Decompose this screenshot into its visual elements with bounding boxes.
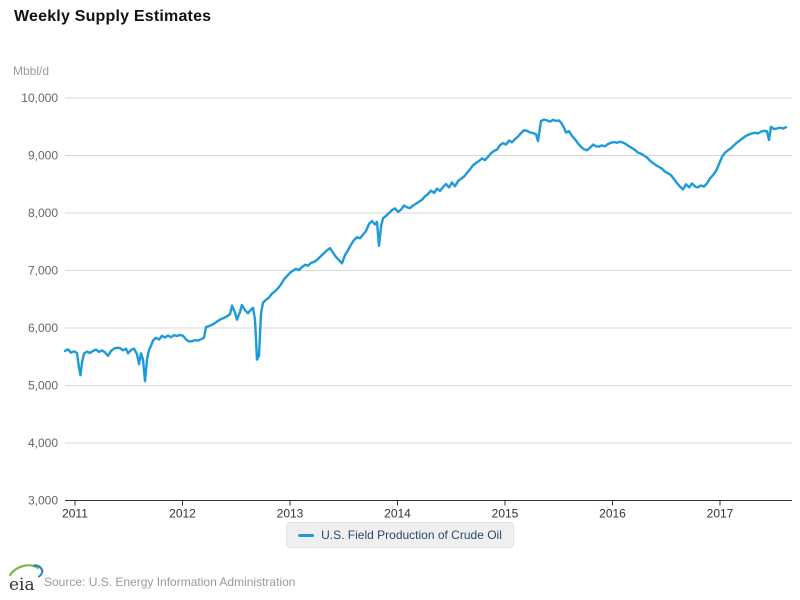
y-axis-tick-label: 4,000 [28,436,58,450]
y-axis-tick-label: 8,000 [28,206,58,220]
y-axis-tick-label: 3,000 [28,494,58,508]
eia-logo-text: eia [9,575,35,595]
legend-item[interactable]: U.S. Field Production of Crude Oil [286,522,514,548]
legend-label: U.S. Field Production of Crude Oil [321,528,502,542]
series-line[interactable] [63,118,788,383]
y-axis-tick-label: 10,000 [21,91,58,105]
x-axis-tick-label: 2016 [599,507,626,521]
y-axis-tick-label: 9,000 [28,149,58,163]
y-axis-tick-label: 7,000 [28,264,58,278]
y-axis-tick-label: 6,000 [28,321,58,335]
y-axis-unit-label: Mbbl/d [13,64,50,78]
eia-logo-swoosh-blue [33,564,44,578]
source-text: Source: U.S. Energy Information Administ… [44,575,296,589]
y-axis-tick-label: 5,000 [28,379,58,393]
x-axis-tick-label: 2012 [169,507,196,521]
eia-logo-swoosh-green [8,564,40,577]
x-axis-tick-label: 2015 [492,507,519,521]
x-axis-tick-label: 2011 [62,507,88,521]
x-axis-tick-label: 2014 [384,507,411,521]
x-axis-tick-label: 2017 [707,507,734,521]
eia-logo[interactable]: eia [7,562,45,596]
page-title: Weekly Supply Estimates [14,8,212,25]
x-axis-tick-label: 2013 [277,507,304,521]
legend-line-icon [298,533,315,537]
